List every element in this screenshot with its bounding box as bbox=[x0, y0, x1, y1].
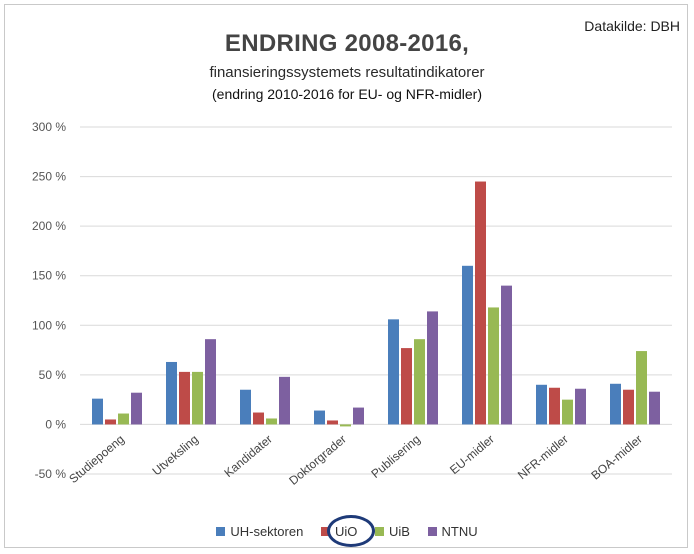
bar-uib-studiepoeng bbox=[118, 413, 129, 425]
bar-uh-sektoren-kandidater bbox=[240, 389, 251, 425]
bar-uh-sektoren-eu-midler bbox=[462, 265, 473, 425]
bar-uio-kandidater bbox=[253, 412, 264, 425]
chart-subtitle-note: (endring 2010-2016 for EU- og NFR-midler… bbox=[212, 86, 482, 102]
x-category-label: Studiepoeng bbox=[66, 432, 127, 486]
y-tick-label: 200 % bbox=[32, 219, 66, 233]
bar-uib-eu-midler bbox=[488, 307, 499, 425]
y-tick-label: 150 % bbox=[32, 269, 66, 283]
bar-uib-utveksling bbox=[192, 371, 203, 425]
bar-uio-studiepoeng bbox=[105, 419, 116, 425]
bar-uh-sektoren-publisering bbox=[388, 319, 399, 425]
bar-uh-sektoren-boa-midler bbox=[610, 383, 621, 425]
legend-label-ntnu: NTNU bbox=[441, 524, 478, 539]
bar-uio-publisering bbox=[401, 348, 412, 425]
y-tick-label: 300 % bbox=[32, 120, 66, 134]
chart-title: ENDRING 2008-2016, bbox=[224, 30, 470, 57]
bar-uib-doktorgrader bbox=[340, 424, 351, 427]
legend-label-uh-sektoren: UH-sektoren bbox=[230, 524, 304, 539]
x-category-label: Doktorgrader bbox=[286, 432, 349, 488]
bar-uib-kandidater bbox=[266, 418, 277, 425]
bar-ntnu-nfr-midler bbox=[575, 388, 586, 425]
x-category-label: Kandidater bbox=[221, 432, 274, 480]
bar-uio-boa-midler bbox=[623, 389, 634, 425]
bar-ntnu-utveksling bbox=[205, 339, 216, 425]
legend-swatch-uio bbox=[320, 527, 330, 536]
bar-ntnu-boa-midler bbox=[649, 391, 660, 425]
x-category-label: EU-midler bbox=[447, 432, 497, 477]
bar-ntnu-eu-midler bbox=[501, 285, 512, 425]
legend-swatch-uib bbox=[374, 527, 384, 536]
bar-ntnu-doktorgrader bbox=[353, 407, 364, 425]
chart-subtitle: finansieringssystemets resultatindikator… bbox=[209, 64, 485, 81]
y-tick-label: -50 % bbox=[35, 467, 67, 481]
y-tick-label: 250 % bbox=[32, 170, 66, 184]
y-tick-label: 50 % bbox=[39, 368, 67, 382]
bar-uh-sektoren-utveksling bbox=[166, 361, 177, 425]
legend-swatch-ntnu bbox=[427, 527, 437, 536]
bar-uh-sektoren-studiepoeng bbox=[92, 398, 103, 425]
bar-uio-doktorgrader bbox=[327, 420, 338, 425]
bar-ntnu-studiepoeng bbox=[131, 392, 142, 425]
bar-uib-boa-midler bbox=[636, 351, 647, 425]
x-category-label: Utveksling bbox=[150, 432, 201, 478]
bar-uio-eu-midler bbox=[475, 181, 486, 425]
bar-uib-publisering bbox=[414, 339, 425, 425]
x-category-label: BOA-midler bbox=[588, 432, 645, 483]
bar-uio-utveksling bbox=[179, 371, 190, 425]
x-category-label: NFR-midler bbox=[515, 432, 571, 482]
data-source-label: Datakilde: DBH bbox=[584, 18, 680, 34]
bar-ntnu-publisering bbox=[427, 311, 438, 425]
y-tick-label: 100 % bbox=[32, 318, 66, 332]
bar-uio-nfr-midler bbox=[549, 387, 560, 425]
bar-uh-sektoren-nfr-midler bbox=[536, 384, 547, 425]
bar-uh-sektoren-doktorgrader bbox=[314, 410, 325, 425]
legend-swatch-uh-sektoren bbox=[216, 527, 226, 536]
legend-item-ntnu: NTNU bbox=[427, 524, 478, 539]
legend-item-uib: UiB bbox=[374, 524, 410, 539]
y-tick-label: 0 % bbox=[45, 417, 66, 431]
highlight-circle-uio bbox=[327, 515, 375, 547]
bar-uib-nfr-midler bbox=[562, 399, 573, 425]
legend-label-uib: UiB bbox=[388, 524, 410, 539]
legend-item-uh-sektoren: UH-sektoren bbox=[216, 524, 303, 539]
bar-ntnu-kandidater bbox=[279, 376, 290, 425]
